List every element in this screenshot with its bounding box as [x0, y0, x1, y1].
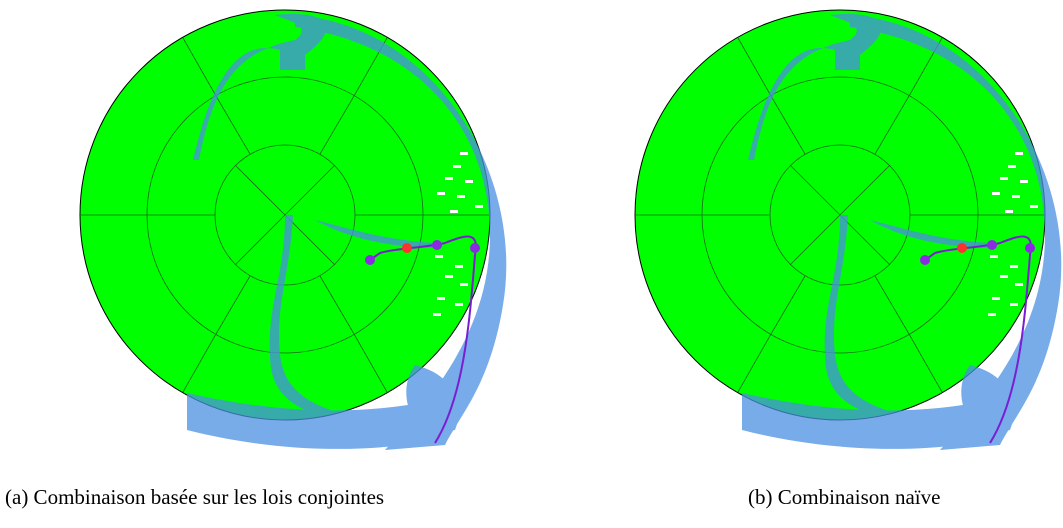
caption: (b) Combinaison naïve: [748, 485, 940, 509]
panel-b-image: [634, 9, 1063, 452]
caption: (a) Combinaison basée sur les lois conjo…: [5, 485, 384, 509]
panel-a-image: [79, 9, 508, 452]
